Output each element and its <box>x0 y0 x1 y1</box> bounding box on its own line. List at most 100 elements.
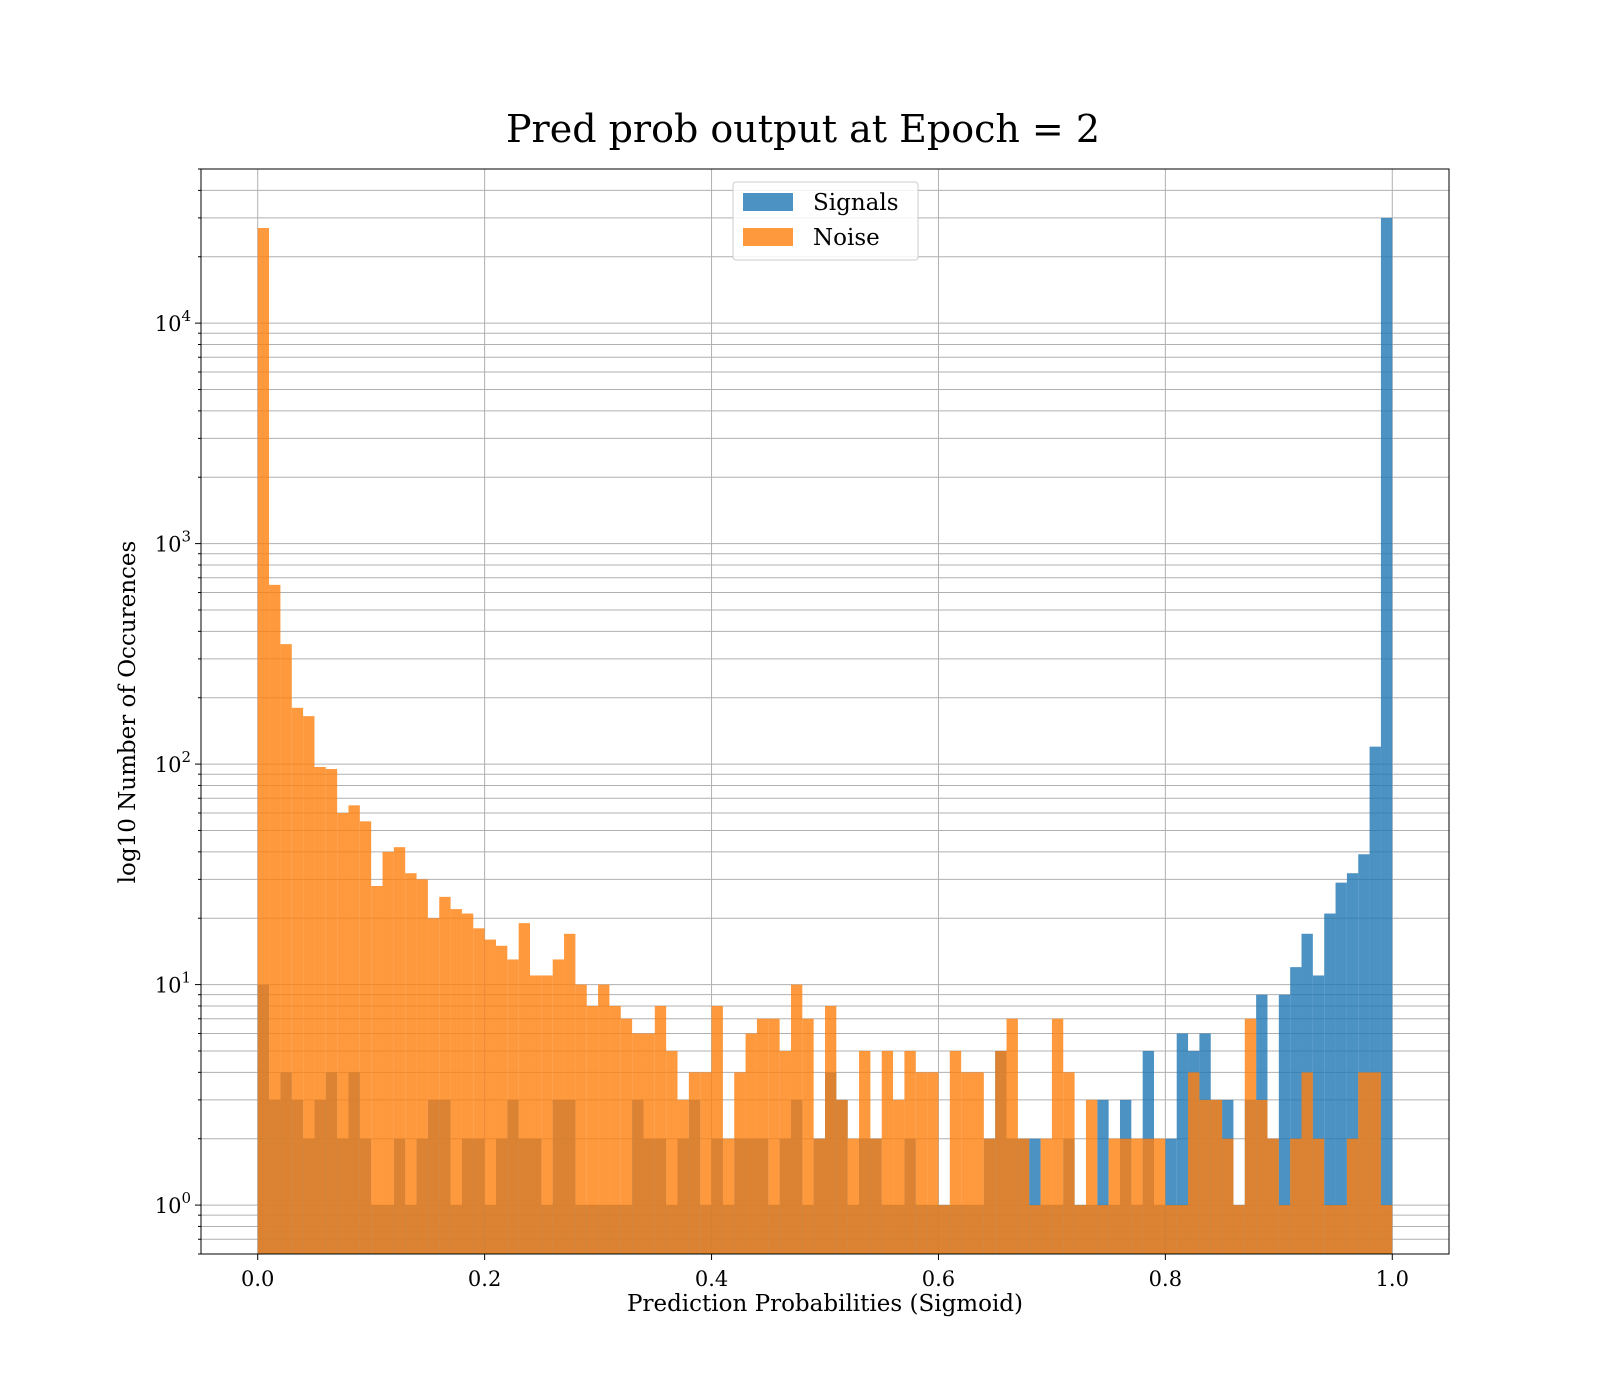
bar-noise <box>825 1005 837 1254</box>
bar-noise <box>847 1138 860 1254</box>
bar-noise <box>927 1072 939 1254</box>
legend-swatch-noise <box>743 228 793 246</box>
bar-noise <box>870 1138 882 1254</box>
bar-noise <box>1006 1018 1018 1254</box>
bar-noise <box>995 1050 1007 1254</box>
bar-noise <box>1154 1138 1166 1254</box>
y-axis-label: log10 Number of Occurences <box>115 541 141 884</box>
bar-noise <box>620 1018 633 1254</box>
bar-signals <box>1324 913 1336 1254</box>
bar-signals <box>1335 882 1347 1254</box>
y-tick-label: 101 <box>155 969 191 998</box>
bar-noise <box>1278 1205 1291 1254</box>
x-tick-label: 0.6 <box>922 1267 955 1291</box>
bar-noise <box>1074 1205 1086 1254</box>
bar-noise <box>813 1138 825 1254</box>
bar-noise <box>700 1072 712 1254</box>
bar-noise <box>893 1099 905 1254</box>
legend-label-signals: Signals <box>813 190 899 216</box>
bar-noise <box>961 1072 973 1254</box>
x-axis-ticks: 0.0 0.2 0.4 0.6 0.8 1.0 <box>241 1254 1409 1291</box>
bar-noise <box>1188 1072 1200 1254</box>
x-tick-label: 0.2 <box>468 1267 501 1291</box>
bar-noise <box>734 1072 746 1254</box>
bar-noise <box>1131 1138 1143 1254</box>
bar-noise <box>609 1005 621 1254</box>
legend-label-noise: Noise <box>813 225 880 251</box>
bar-noise <box>1244 1018 1257 1254</box>
bar-noise <box>802 1018 814 1254</box>
bar-noise <box>1017 1138 1030 1254</box>
bar-noise <box>473 928 485 1254</box>
bar-noise <box>337 813 349 1254</box>
bar-noise <box>1165 1205 1177 1254</box>
bar-noise <box>1358 1072 1370 1254</box>
x-tick-label: 0.0 <box>241 1267 274 1291</box>
bar-noise <box>915 1072 928 1254</box>
bar-noise <box>1346 1138 1359 1254</box>
bar-noise <box>1335 1205 1347 1254</box>
bar-noise <box>1301 1072 1313 1254</box>
bar-noise <box>949 1050 962 1254</box>
y-tick-label: 103 <box>155 528 191 557</box>
bar-noise <box>1222 1138 1234 1254</box>
bar-noise <box>564 933 576 1254</box>
bar-signals <box>1176 1033 1189 1254</box>
bar-noise <box>745 1033 757 1254</box>
bar-noise <box>393 847 406 1254</box>
bar-noise <box>484 939 496 1254</box>
bar-noise <box>1380 1205 1393 1254</box>
x-tick-label: 0.8 <box>1149 1267 1182 1291</box>
bar-noise <box>859 1050 871 1254</box>
chart-title: Pred prob output at Epoch = 2 <box>506 107 1100 151</box>
bar-noise <box>1108 1138 1120 1254</box>
y-tick-label: 104 <box>155 307 191 336</box>
bar-noise <box>1324 1205 1336 1254</box>
bar-noise <box>507 959 519 1254</box>
bar-noise <box>439 896 451 1254</box>
bar-signals <box>1358 854 1370 1254</box>
bar-noise <box>836 1099 848 1254</box>
bar-noise <box>450 909 462 1254</box>
bar-noise <box>552 959 565 1254</box>
bar-signals <box>1369 746 1381 1254</box>
bar-signals <box>1278 994 1291 1254</box>
bar-noise <box>768 1018 780 1254</box>
bar-noise <box>1085 1099 1098 1254</box>
bar-noise <box>654 1005 667 1254</box>
bar-noise <box>416 879 428 1254</box>
bar-signals <box>1290 967 1302 1254</box>
bar-signals <box>1165 1138 1177 1254</box>
y-tick-label: 100 <box>155 1189 191 1218</box>
bar-noise <box>711 1005 723 1254</box>
bar-noise <box>1210 1099 1223 1254</box>
bar-noise <box>688 1072 701 1254</box>
bar-noise <box>598 984 610 1254</box>
bar-noise <box>1312 1138 1325 1254</box>
bar-noise <box>303 716 315 1254</box>
x-axis-label: Prediction Probabilities (Sigmoid) <box>627 1291 1023 1317</box>
bar-noise <box>722 1138 735 1254</box>
bar-noise <box>1029 1205 1041 1254</box>
plot-frame <box>200 168 1450 1255</box>
bar-noise <box>280 644 292 1254</box>
x-tick-label: 0.4 <box>695 1267 728 1291</box>
bar-noise <box>1063 1072 1075 1254</box>
bar-noise <box>325 769 338 1254</box>
bar-noise <box>1369 1072 1381 1254</box>
bar-signals <box>1346 873 1359 1254</box>
bar-noise <box>427 918 440 1254</box>
bar-noise <box>1051 1018 1064 1254</box>
bar-noise <box>1040 1138 1052 1254</box>
bar-noise <box>1256 1099 1268 1254</box>
bar-noise <box>461 913 474 1254</box>
legend-swatch-signals <box>743 193 793 211</box>
bar-noise <box>1233 1205 1245 1254</box>
bar-noise <box>405 873 417 1254</box>
bar-noise <box>1119 1138 1132 1254</box>
bar-noise <box>348 805 360 1254</box>
bar-noise <box>904 1050 916 1254</box>
bar-noise <box>1176 1205 1189 1254</box>
y-tick-label: 102 <box>155 748 191 777</box>
